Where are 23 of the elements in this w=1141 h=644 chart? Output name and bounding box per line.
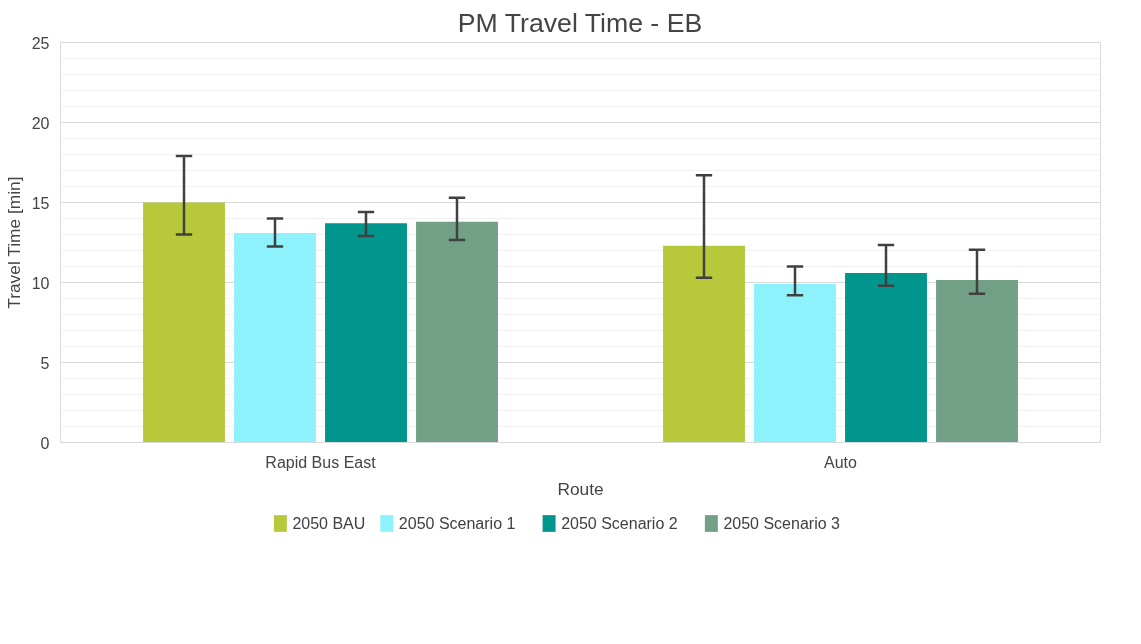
bar (663, 245, 745, 443)
x-tick-label: Rapid Bus East (265, 453, 377, 471)
x-tick-label: Auto (824, 453, 858, 471)
bar (936, 280, 1018, 443)
chart-title: PM Travel Time - EB (457, 7, 703, 38)
legend-label: 2050 BAU (292, 515, 366, 532)
y-axis-title: Travel Time [min] (3, 176, 24, 309)
y-tick-label: 0 (40, 434, 50, 452)
bar (416, 221, 498, 443)
x-axis-title: Route (557, 478, 604, 499)
legend-label: 2050 Scenario 2 (561, 515, 678, 532)
y-tick-label: 20 (31, 114, 50, 132)
y-tick-label: 10 (31, 274, 50, 292)
y-tick-label: 5 (40, 354, 50, 372)
legend-label: 2050 Scenario 3 (723, 515, 841, 532)
bar (143, 202, 225, 443)
bar (754, 284, 836, 443)
bar (325, 223, 407, 443)
legend-label: 2050 Scenario 1 (398, 515, 516, 532)
y-tick-label: 25 (31, 34, 50, 52)
bar (234, 232, 316, 443)
y-tick-label: 15 (31, 194, 50, 212)
bar (845, 272, 927, 443)
